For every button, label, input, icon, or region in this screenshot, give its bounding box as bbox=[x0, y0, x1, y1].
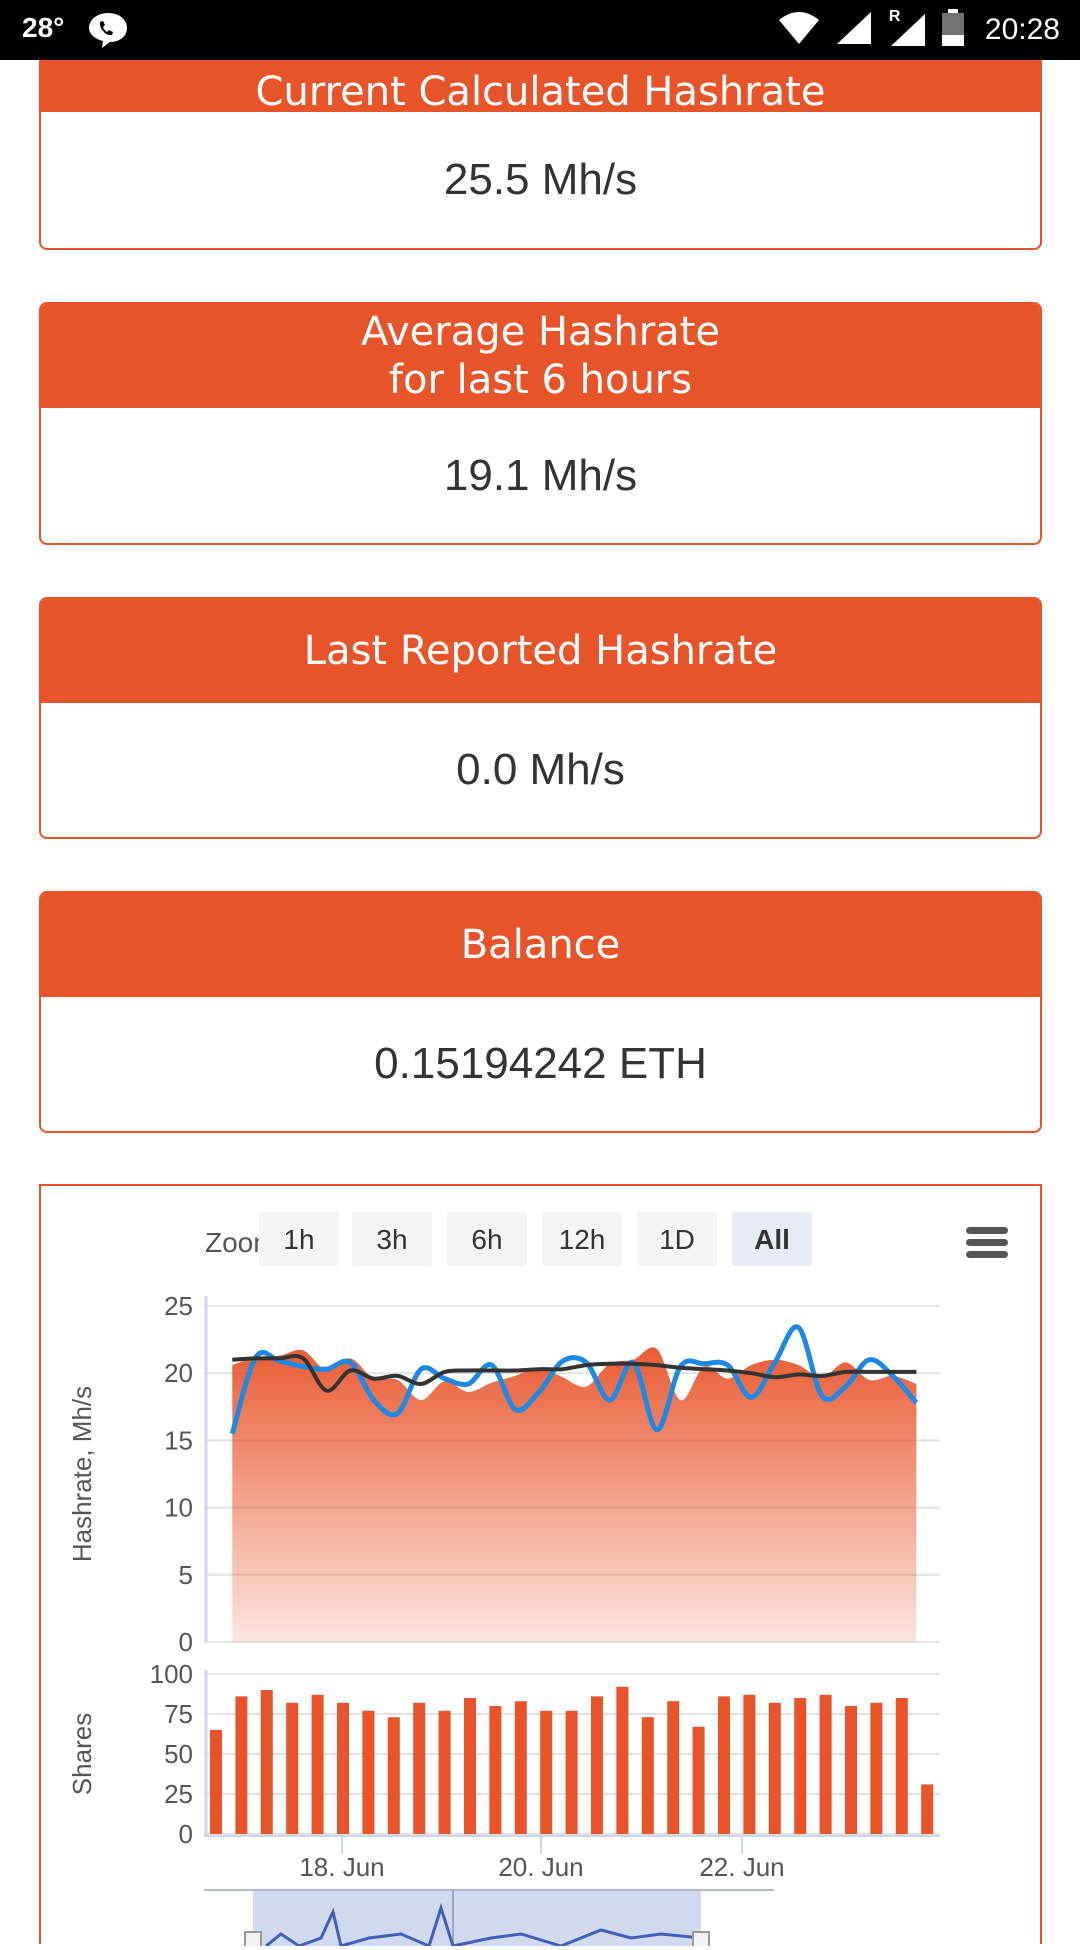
last-reported-hashrate-title: Last Reported Hashrate bbox=[41, 599, 1040, 703]
cell-signal-icon bbox=[835, 10, 873, 50]
shares-bar bbox=[286, 1702, 299, 1834]
chat-notification-icon bbox=[86, 10, 130, 54]
zoom-button-label: 12h bbox=[559, 1224, 606, 1255]
shares-bar bbox=[362, 1710, 375, 1834]
shares-bar bbox=[235, 1696, 248, 1834]
roaming-signal-icon: R bbox=[887, 8, 927, 48]
shares-bar bbox=[514, 1701, 527, 1834]
hashrate-chart-panel: Zoom 1h 3h 6h 12h 1D All 0 5 10 15 20 25 Hashrate, … bbox=[39, 1184, 1042, 1950]
shares-bar bbox=[921, 1784, 934, 1834]
zoom-button-3h[interactable]: 3h bbox=[352, 1212, 432, 1266]
clock: 20:28 bbox=[984, 13, 1060, 46]
shares-bar bbox=[260, 1690, 273, 1834]
shares-bar bbox=[540, 1710, 553, 1834]
hashrate-y-tick: 0 bbox=[179, 1627, 193, 1657]
shares-bar bbox=[464, 1698, 476, 1834]
shares-bar bbox=[438, 1710, 451, 1834]
zoom-buttons: 1h 3h 6h 12h 1D All bbox=[259, 1212, 812, 1266]
shares-bar bbox=[743, 1694, 756, 1834]
shares-bar bbox=[895, 1698, 908, 1834]
shares-bar bbox=[337, 1702, 349, 1834]
shares-bar bbox=[413, 1702, 426, 1834]
hashrate-y-tick: 5 bbox=[179, 1560, 193, 1590]
zoom-button-all[interactable]: All bbox=[732, 1212, 812, 1266]
shares-bar bbox=[210, 1730, 222, 1834]
shares-bar bbox=[718, 1696, 730, 1834]
shares-bar bbox=[387, 1717, 400, 1834]
shares-bar bbox=[489, 1706, 502, 1834]
last-reported-hashrate-card: Last Reported Hashrate 0.0 Mh/s bbox=[39, 597, 1042, 839]
shares-bar bbox=[794, 1698, 807, 1834]
hashrate-blue-line bbox=[229, 1324, 919, 1435]
navigator-left-handle[interactable] bbox=[244, 1931, 262, 1950]
shares-bar bbox=[641, 1717, 654, 1834]
zoom-button-label: 6h bbox=[471, 1224, 502, 1255]
status-bar: 28° R 20:28 bbox=[0, 0, 1080, 60]
zoom-button-1h[interactable]: 1h bbox=[259, 1212, 339, 1266]
wifi-icon bbox=[777, 10, 821, 50]
average-hashrate-title: Average Hashrate for last 6 hours bbox=[41, 304, 1040, 408]
battery-icon bbox=[941, 9, 965, 51]
shares-y-tick: 0 bbox=[179, 1819, 193, 1849]
balance-value: 0.15194242 ETH bbox=[374, 1039, 707, 1088]
chart-menu-icon[interactable] bbox=[966, 1227, 1008, 1258]
shares-bar bbox=[692, 1726, 705, 1834]
hashrate-plot: 0 5 10 15 20 25 Hashrate, Mh/s bbox=[67, 1291, 940, 1657]
current-hashrate-value: 25.5 Mh/s bbox=[443, 155, 638, 204]
balance-card: Balance 0.15194242 ETH bbox=[39, 891, 1042, 1133]
shares-y-tick: 50 bbox=[164, 1739, 193, 1769]
hashrate-y-tick: 25 bbox=[164, 1291, 193, 1321]
zoom-button-label: 1D bbox=[659, 1224, 695, 1255]
zoom-button-6h[interactable]: 6h bbox=[447, 1212, 527, 1266]
zoom-button-12h[interactable]: 12h bbox=[542, 1212, 622, 1266]
shares-y-tick: 75 bbox=[164, 1699, 193, 1729]
shares-y-tick: 100 bbox=[150, 1659, 193, 1689]
x-axis: 18. Jun 20. Jun 22. Jun bbox=[204, 1835, 940, 1882]
shares-bar bbox=[768, 1702, 781, 1834]
shares-bar bbox=[311, 1694, 324, 1834]
shares-bar bbox=[819, 1694, 832, 1834]
balance-title: Balance bbox=[41, 893, 1040, 997]
current-hashrate-card: Current Calculated Hashrate 25.5 Mh/s bbox=[39, 60, 1042, 250]
navigator-right-handle[interactable] bbox=[692, 1931, 710, 1950]
weather-temperature: 28° bbox=[22, 12, 65, 43]
last-reported-hashrate-value: 0.0 Mh/s bbox=[456, 745, 625, 794]
shares-bar bbox=[845, 1706, 857, 1834]
x-tick-label: 22. Jun bbox=[699, 1852, 784, 1882]
zoom-button-1d[interactable]: 1D bbox=[637, 1212, 717, 1266]
shares-bar bbox=[565, 1710, 578, 1834]
average-hashrate-value: 19.1 Mh/s bbox=[443, 450, 638, 500]
x-tick-label: 18. Jun bbox=[299, 1852, 384, 1882]
shares-bar bbox=[616, 1686, 629, 1834]
hashrate-average-line bbox=[232, 1354, 917, 1393]
zoom-button-label: 1h bbox=[283, 1224, 314, 1255]
hashrate-area-series bbox=[232, 1347, 917, 1642]
hashrate-y-tick: 10 bbox=[164, 1493, 193, 1523]
navigator[interactable] bbox=[204, 1889, 774, 1950]
shares-bar bbox=[667, 1701, 680, 1834]
hashrate-y-axis-label: Hashrate, Mh/s bbox=[67, 1386, 97, 1562]
current-hashrate-title: Current Calculated Hashrate bbox=[41, 60, 1040, 112]
zoom-button-label: All bbox=[754, 1224, 790, 1255]
x-tick-label: 20. Jun bbox=[498, 1852, 583, 1882]
average-hashrate-card: Average Hashrate for last 6 hours 19.1 M… bbox=[39, 302, 1042, 545]
roaming-indicator: R bbox=[888, 8, 901, 25]
shares-plot: 0 25 50 75 100 Shares bbox=[67, 1659, 940, 1849]
shares-bar bbox=[591, 1696, 603, 1834]
zoom-button-label: 3h bbox=[376, 1224, 407, 1255]
hashrate-y-tick: 20 bbox=[164, 1358, 193, 1388]
shares-bar bbox=[870, 1702, 883, 1834]
hashrate-y-tick: 15 bbox=[164, 1425, 193, 1455]
shares-y-axis-label: Shares bbox=[67, 1713, 97, 1795]
shares-y-tick: 25 bbox=[164, 1779, 193, 1809]
hashrate-chart: Zoom 1h 3h 6h 12h 1D All 0510152025Hashrate, … bbox=[67, 1212, 1008, 1950]
